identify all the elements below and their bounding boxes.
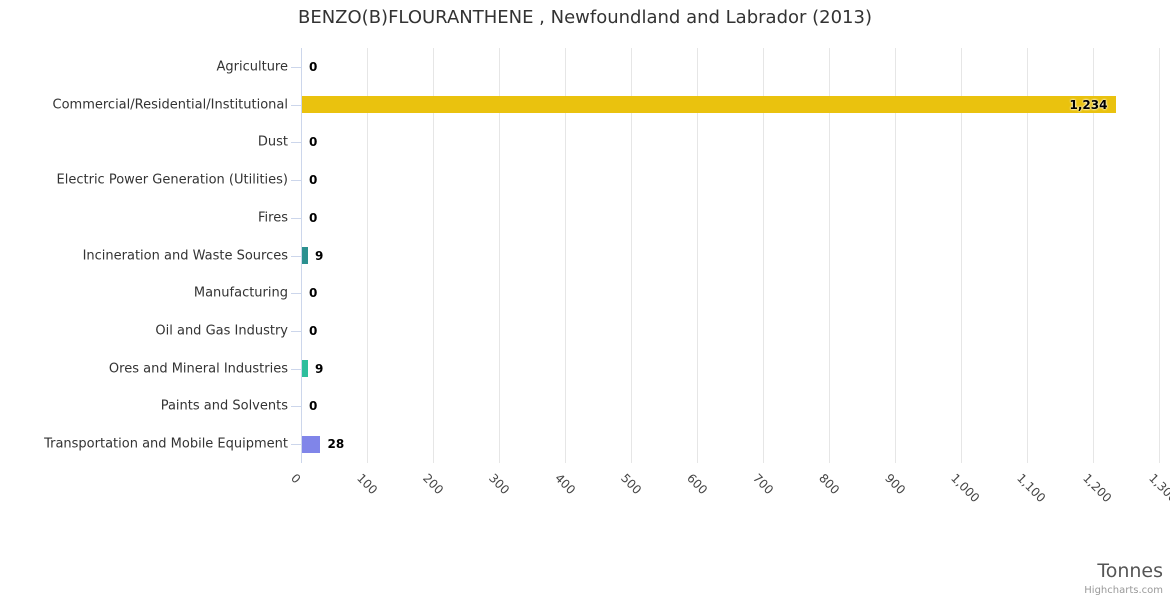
- x-gridline: [697, 48, 698, 463]
- category-label: Transportation and Mobile Equipment: [44, 436, 288, 452]
- x-gridline: [1093, 48, 1094, 463]
- value-label: 9: [314, 361, 324, 376]
- x-gridline: [1027, 48, 1028, 463]
- category-tick: [291, 105, 301, 106]
- x-gridline: [631, 48, 632, 463]
- value-label: 1,234: [1069, 97, 1108, 112]
- category-label: Ores and Mineral Industries: [108, 361, 288, 377]
- category-label: Paints and Solvents: [160, 398, 288, 414]
- x-axis-tick-label: 1,300: [1146, 471, 1170, 506]
- category-label: Dust: [257, 134, 288, 150]
- bar-segment[interactable]: [302, 436, 320, 453]
- category-axis-line: [301, 48, 302, 463]
- x-gridline: [433, 48, 434, 463]
- bar-segment[interactable]: [302, 247, 308, 264]
- x-axis-tick-label: 0: [288, 471, 304, 487]
- value-label: 0: [309, 210, 318, 225]
- category-tick: [291, 67, 301, 68]
- value-label: 28: [327, 437, 345, 452]
- category-tick: [291, 293, 301, 294]
- category-label: Commercial/Residential/Institutional: [52, 97, 289, 113]
- category-label: Manufacturing: [193, 285, 288, 301]
- category-tick: [291, 218, 301, 219]
- highcharts-credits-link[interactable]: Highcharts.com: [1084, 585, 1163, 596]
- category-label: Agriculture: [216, 59, 289, 75]
- x-axis-tick-label: 300: [486, 471, 513, 498]
- value-label: 0: [309, 286, 318, 301]
- x-gridline: [499, 48, 500, 463]
- category-tick: [291, 142, 301, 143]
- value-label: 0: [309, 59, 318, 74]
- category-tick: [291, 406, 301, 407]
- value-label: 9: [314, 248, 324, 263]
- category-label: Electric Power Generation (Utilities): [56, 172, 288, 188]
- x-gridline: [763, 48, 764, 463]
- category-label: Incineration and Waste Sources: [82, 248, 288, 263]
- x-gridline: [895, 48, 896, 463]
- x-axis-tick-label: 700: [750, 471, 777, 498]
- value-label: 0: [309, 323, 318, 338]
- x-axis-tick-label: 200: [420, 471, 447, 498]
- x-axis-tick-label: 900: [882, 471, 909, 498]
- category-tick: [291, 331, 301, 332]
- x-gridline: [565, 48, 566, 463]
- value-label: 0: [309, 399, 318, 414]
- bar-segment[interactable]: [302, 360, 308, 377]
- x-axis-tick-label: 1,200: [1080, 471, 1115, 506]
- category-tick: [291, 256, 301, 257]
- value-label: 0: [309, 173, 318, 188]
- x-axis-tick-label: 800: [816, 471, 843, 498]
- x-gridline: [367, 48, 368, 463]
- x-gridline: [829, 48, 830, 463]
- x-gridline: [1159, 48, 1160, 463]
- category-label: Oil and Gas Industry: [155, 323, 288, 339]
- x-axis-tick-label: 1,100: [1014, 471, 1049, 506]
- x-axis-tick-label: 100: [354, 471, 381, 498]
- category-label: Fires: [258, 210, 288, 226]
- value-label: 0: [309, 135, 318, 150]
- category-tick: [291, 444, 301, 445]
- x-gridline: [961, 48, 962, 463]
- x-axis-title: Tonnes: [1097, 560, 1163, 582]
- chart-title: BENZO(B)FLOURANTHENE , Newfoundland and …: [298, 7, 872, 28]
- category-tick: [291, 369, 301, 370]
- x-axis-tick-label: 400: [552, 471, 579, 498]
- bar-segment[interactable]: [302, 96, 1116, 113]
- category-tick: [291, 180, 301, 181]
- x-axis-tick-label: 500: [618, 471, 645, 498]
- x-axis-tick-label: 600: [684, 471, 711, 498]
- x-axis-tick-label: 1,000: [948, 471, 983, 506]
